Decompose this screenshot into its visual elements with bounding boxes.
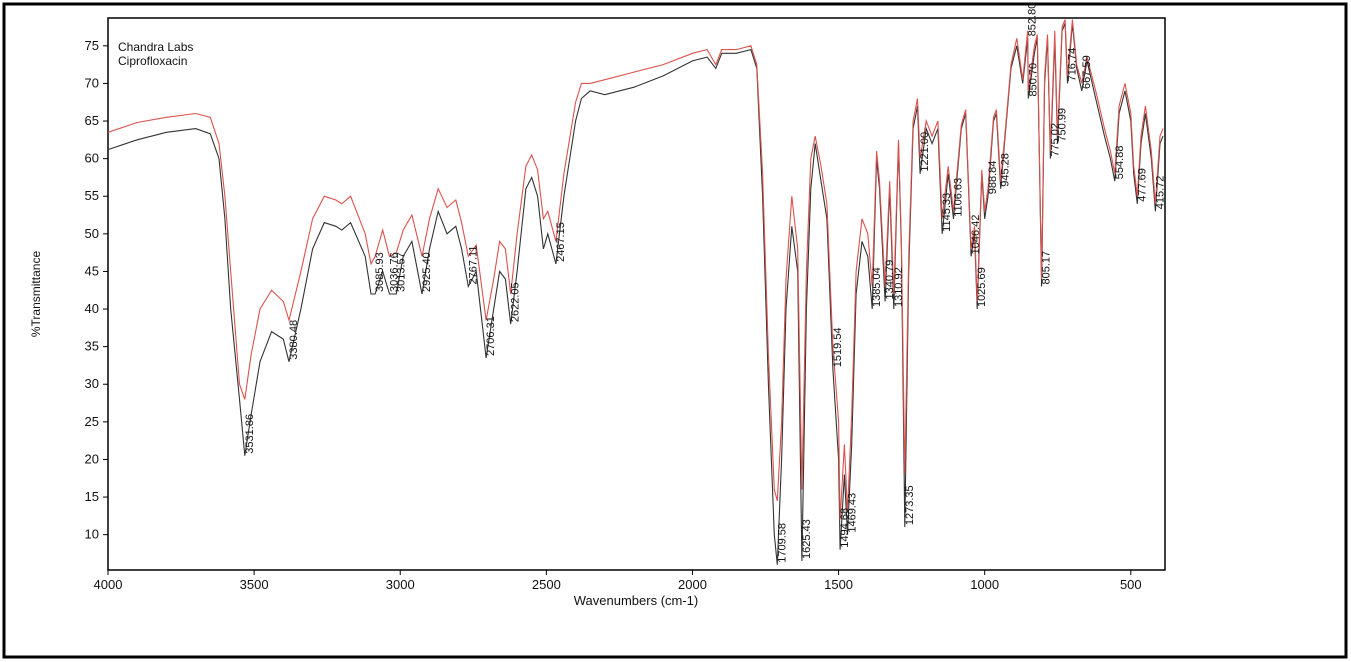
peak-label: 1625.43 <box>801 519 813 559</box>
x-tick-label: 500 <box>1120 577 1142 592</box>
x-tick-label: 3000 <box>386 577 415 592</box>
peak-label: 1221.00 <box>919 132 931 172</box>
peak-label: 1106.63 <box>953 178 965 217</box>
chart-title: Chandra Labs <box>118 40 193 54</box>
peak-label: 1310.92 <box>893 267 905 307</box>
peak-label: 3036.76 <box>388 252 400 292</box>
peak-label: 477.69 <box>1136 168 1148 202</box>
peak-label: 1519.54 <box>832 327 844 367</box>
y-tick-label: 50 <box>85 226 99 241</box>
peak-label: 2706.31 <box>485 316 497 356</box>
peak-label: 1145.33 <box>941 193 953 232</box>
peak-label: 1385.04 <box>871 267 883 307</box>
x-tick-label: 2500 <box>532 577 561 592</box>
x-tick-label: 1500 <box>824 577 853 592</box>
spectrum-line <box>107 19 1164 520</box>
peak-label: 1025.69 <box>976 267 988 307</box>
y-tick-label: 20 <box>85 451 99 466</box>
y-tick-label: 40 <box>85 301 99 316</box>
peak-label: 1709.58 <box>776 523 788 563</box>
y-tick-label: 60 <box>85 151 99 166</box>
x-tick-label: 3500 <box>240 577 269 592</box>
y-tick-label: 75 <box>85 38 99 53</box>
peak-label: 3085.93 <box>374 252 386 292</box>
peak-label: 2467.15 <box>555 222 567 262</box>
peak-label: 667.59 <box>1081 55 1093 89</box>
peak-label: 988.84 <box>987 161 999 195</box>
peak-label: 1494.68 <box>839 508 851 548</box>
spectrum-line <box>107 23 1164 565</box>
x-tick-label: 1000 <box>970 577 999 592</box>
y-tick-label: 25 <box>85 414 99 429</box>
peak-label: 716.74 <box>1066 48 1078 82</box>
peak-label: 415.72 <box>1154 176 1166 210</box>
peak-label: 852.80 <box>1027 3 1039 37</box>
peak-label: 750.99 <box>1056 108 1068 142</box>
x-axis-label: Wavenumbers (cm-1) <box>574 593 698 608</box>
peak-label: 1273.35 <box>904 485 916 525</box>
y-tick-label: 15 <box>85 489 99 504</box>
plot-frame <box>107 17 1166 571</box>
y-tick-label: 10 <box>85 527 99 542</box>
x-tick-label: 2000 <box>678 577 707 592</box>
chart-subtitle: Ciprofloxacin <box>118 54 187 68</box>
peak-label: 775.02 <box>1049 123 1061 157</box>
y-tick-label: 45 <box>85 263 99 278</box>
peak-label: 1340.79 <box>884 260 896 300</box>
peak-label: 1046.42 <box>970 215 982 255</box>
y-tick-label: 30 <box>85 376 99 391</box>
y-axis-label: %Transmittance <box>29 251 43 338</box>
peak-label: 850.70 <box>1027 63 1039 97</box>
y-tick-label: 70 <box>85 75 99 90</box>
y-tick-label: 65 <box>85 113 99 128</box>
peak-label: 3380.48 <box>288 320 300 360</box>
peak-label: 2925.40 <box>421 252 433 292</box>
peak-label: 554.88 <box>1114 146 1126 180</box>
y-tick-label: 55 <box>85 188 99 203</box>
peak-label: 805.17 <box>1041 251 1053 285</box>
peak-label: 945.28 <box>1000 153 1012 187</box>
peak-label: 2622.05 <box>510 282 522 322</box>
peak-label: 3013.57 <box>395 252 407 292</box>
peak-label: 2767.11 <box>467 246 479 285</box>
x-tick-label: 4000 <box>94 577 123 592</box>
peak-label: 3531.86 <box>244 414 256 454</box>
y-tick-label: 35 <box>85 339 99 354</box>
peak-label: 1469.43 <box>847 493 859 533</box>
